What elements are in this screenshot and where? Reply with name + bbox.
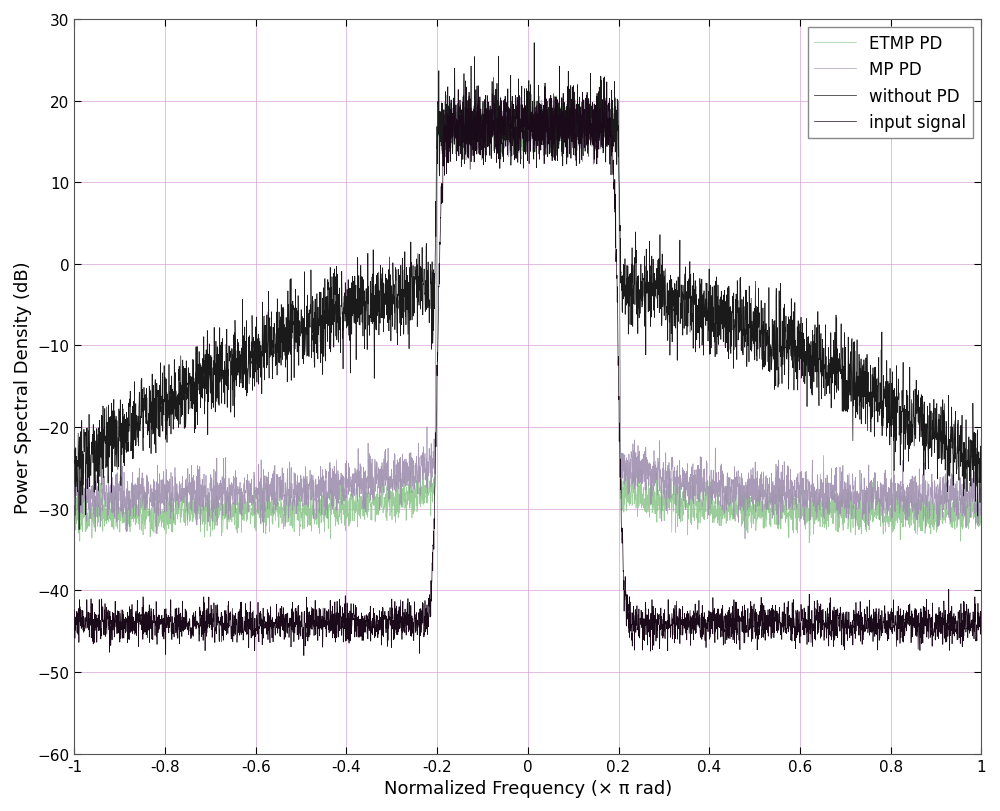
without PD: [806, 359, 818, 369]
input signal: [871, 619, 883, 629]
without PD: [952, 416, 964, 426]
Y-axis label: Power Spectral Density (dB): Power Spectral Density (dB): [14, 260, 32, 513]
MP PD: [739, 534, 751, 544]
without PD: [140, 397, 152, 406]
ETMP PD: [871, 511, 883, 521]
MP PD: [871, 491, 883, 500]
input signal: [806, 606, 818, 616]
without PD: [528, 39, 540, 49]
ETMP PD: [140, 506, 152, 516]
Line: ETMP PD: ETMP PD: [74, 97, 981, 543]
MP PD: [68, 500, 80, 509]
ETMP PD: [673, 497, 685, 507]
input signal: [68, 605, 80, 615]
Line: without PD: without PD: [74, 44, 981, 530]
ETMP PD: [803, 539, 815, 548]
ETMP PD: [806, 501, 818, 511]
MP PD: [523, 92, 535, 101]
Line: MP PD: MP PD: [74, 97, 981, 539]
MP PD: [806, 492, 818, 502]
without PD: [871, 381, 883, 391]
without PD: [73, 525, 85, 534]
input signal: [298, 651, 310, 661]
ETMP PD: [68, 521, 80, 530]
MP PD: [140, 504, 152, 513]
Legend: ETMP PD, MP PD, without PD, input signal: ETMP PD, MP PD, without PD, input signal: [808, 28, 973, 139]
ETMP PD: [975, 509, 987, 519]
input signal: [140, 607, 152, 617]
input signal: [553, 62, 565, 72]
X-axis label: Normalized Frequency (× π rad): Normalized Frequency (× π rad): [384, 779, 672, 797]
input signal: [975, 616, 987, 625]
without PD: [918, 401, 930, 410]
input signal: [952, 607, 964, 617]
ETMP PD: [952, 510, 964, 520]
Line: input signal: input signal: [74, 67, 981, 656]
without PD: [975, 434, 987, 444]
ETMP PD: [918, 511, 930, 521]
MP PD: [952, 515, 964, 525]
MP PD: [918, 478, 930, 488]
ETMP PD: [551, 92, 563, 101]
MP PD: [673, 514, 685, 524]
without PD: [68, 445, 80, 455]
without PD: [673, 293, 685, 303]
MP PD: [975, 498, 987, 508]
input signal: [673, 616, 685, 625]
input signal: [918, 616, 930, 625]
